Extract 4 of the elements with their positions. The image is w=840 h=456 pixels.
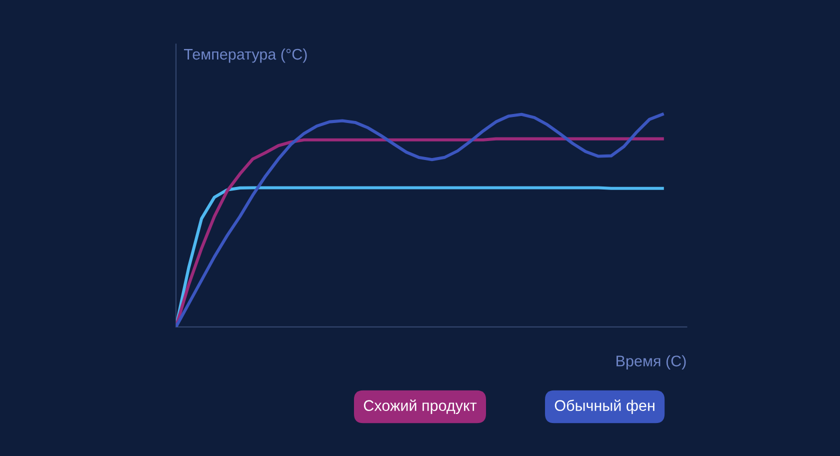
- text: Обычный фен: [554, 399, 654, 414]
- y-axis-title: Температура (°C): [184, 48, 307, 63]
- text: Схожий продукт: [364, 399, 477, 414]
- x-axis-title: Время (С): [616, 355, 686, 370]
